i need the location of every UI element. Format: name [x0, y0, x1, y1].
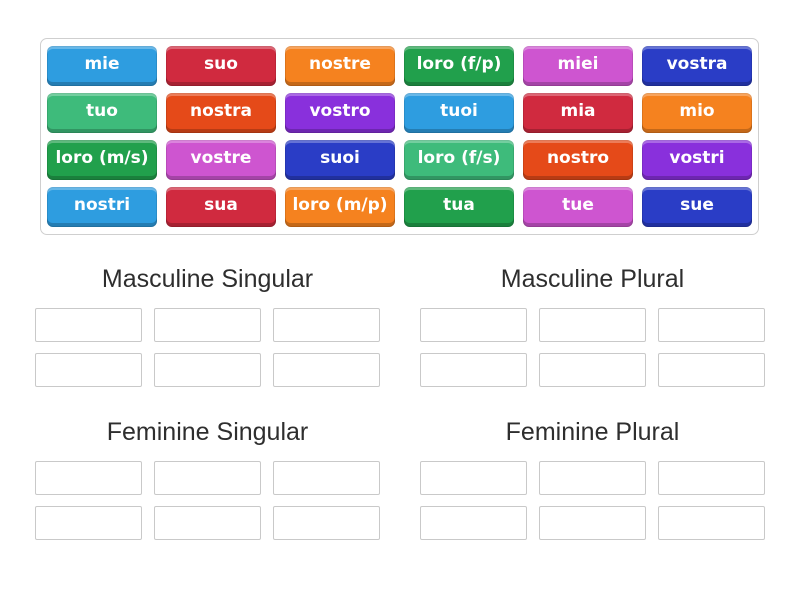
drop-slot-masculine-plural-6[interactable] — [658, 353, 765, 387]
drop-slot-masculine-plural-3[interactable] — [658, 308, 765, 342]
word-tile[interactable]: tuoi — [404, 93, 514, 133]
drop-slot-masculine-singular-4[interactable] — [35, 353, 142, 387]
word-tile[interactable]: vostra — [642, 46, 752, 86]
drop-slot-masculine-plural-4[interactable] — [420, 353, 527, 387]
tile-tray: mie suo nostre loro (f/p) miei vostra tuo nostr… — [40, 38, 759, 235]
group-title-masculine-singular: Masculine Singular — [101, 265, 314, 293]
drop-slot-masculine-singular-6[interactable] — [273, 353, 380, 387]
drop-slot-feminine-plural-1[interactable] — [420, 461, 527, 495]
word-tile[interactable]: loro (f/p) — [404, 46, 514, 86]
word-tile[interactable]: vostro — [285, 93, 395, 133]
drop-slot-masculine-singular-5[interactable] — [154, 353, 261, 387]
word-tile[interactable]: nostra — [166, 93, 276, 133]
word-tile[interactable]: loro (f/s) — [404, 140, 514, 180]
slot-grid-feminine-plural — [420, 461, 765, 540]
drop-slot-feminine-singular-5[interactable] — [154, 506, 261, 540]
word-tile[interactable]: nostre — [285, 46, 395, 86]
drop-slot-feminine-plural-4[interactable] — [420, 506, 527, 540]
drop-slot-feminine-plural-6[interactable] — [658, 506, 765, 540]
word-tile[interactable]: sua — [166, 187, 276, 227]
drop-slot-masculine-plural-2[interactable] — [539, 308, 646, 342]
group-feminine-plural: Feminine Plural — [420, 418, 765, 540]
drop-slot-feminine-plural-2[interactable] — [539, 461, 646, 495]
word-tile[interactable]: mie — [47, 46, 157, 86]
slot-grid-masculine-plural — [420, 308, 765, 387]
word-tile[interactable]: tua — [404, 187, 514, 227]
word-tile[interactable]: nostro — [523, 140, 633, 180]
word-tile[interactable]: suo — [166, 46, 276, 86]
word-tile[interactable]: vostre — [166, 140, 276, 180]
slot-grid-feminine-singular — [35, 461, 380, 540]
group-title-feminine-singular: Feminine Singular — [106, 418, 309, 446]
drop-slot-feminine-singular-4[interactable] — [35, 506, 142, 540]
group-masculine-singular: Masculine Singular — [35, 265, 380, 387]
drop-slot-feminine-singular-1[interactable] — [35, 461, 142, 495]
word-tile[interactable]: loro (m/p) — [285, 187, 395, 227]
drop-slot-masculine-plural-5[interactable] — [539, 353, 646, 387]
drop-slot-masculine-singular-1[interactable] — [35, 308, 142, 342]
group-masculine-plural: Masculine Plural — [420, 265, 765, 387]
group-title-feminine-plural: Feminine Plural — [505, 418, 680, 446]
drop-slot-feminine-singular-2[interactable] — [154, 461, 261, 495]
drop-slot-feminine-singular-6[interactable] — [273, 506, 380, 540]
word-tile[interactable]: tuo — [47, 93, 157, 133]
word-tile[interactable]: miei — [523, 46, 633, 86]
drop-slot-masculine-singular-2[interactable] — [154, 308, 261, 342]
slot-grid-masculine-singular — [35, 308, 380, 387]
word-tile[interactable]: nostri — [47, 187, 157, 227]
word-tile[interactable]: mio — [642, 93, 752, 133]
word-tile[interactable]: mia — [523, 93, 633, 133]
word-tile[interactable]: tue — [523, 187, 633, 227]
word-tile[interactable]: sue — [642, 187, 752, 227]
word-tile[interactable]: loro (m/s) — [47, 140, 157, 180]
group-feminine-singular: Feminine Singular — [35, 418, 380, 540]
drop-slot-feminine-singular-3[interactable] — [273, 461, 380, 495]
drop-slot-feminine-plural-5[interactable] — [539, 506, 646, 540]
drop-slot-masculine-singular-3[interactable] — [273, 308, 380, 342]
category-groups: Masculine Singular Masculine Plural Femini… — [35, 265, 800, 540]
word-tile[interactable]: vostri — [642, 140, 752, 180]
drop-slot-feminine-plural-3[interactable] — [658, 461, 765, 495]
word-tile[interactable]: suoi — [285, 140, 395, 180]
drop-slot-masculine-plural-1[interactable] — [420, 308, 527, 342]
group-title-masculine-plural: Masculine Plural — [500, 265, 685, 293]
